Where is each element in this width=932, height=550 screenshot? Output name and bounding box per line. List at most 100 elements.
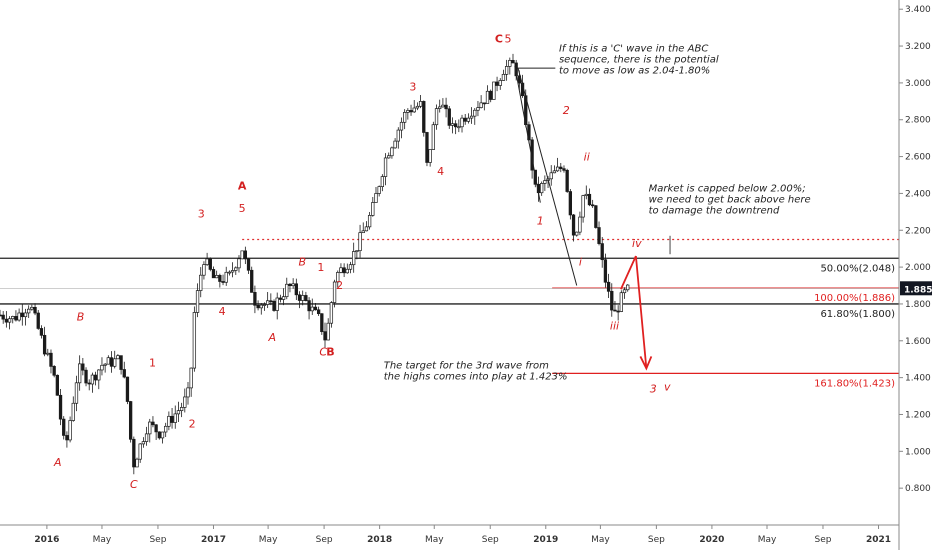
candle-body — [58, 394, 63, 420]
candle-body — [453, 123, 458, 128]
candle-body — [476, 107, 480, 111]
x-tick-label: May — [259, 535, 278, 545]
candle-body — [218, 275, 222, 282]
y-tick-label: 0.800 — [905, 484, 931, 494]
candle-body — [30, 306, 34, 310]
candle-body — [565, 169, 569, 192]
candle-body — [224, 271, 228, 283]
candle-body — [543, 180, 547, 184]
candle-body — [352, 251, 356, 266]
y-tick-label: 1.800 — [905, 300, 931, 310]
candle-body — [492, 81, 496, 100]
candle-body — [409, 110, 413, 113]
candle-body — [304, 295, 308, 301]
candle-body — [428, 149, 432, 163]
candle-body — [345, 268, 349, 274]
wave-label: 4 — [219, 305, 226, 318]
candle-body — [438, 106, 442, 109]
candle-body — [20, 312, 24, 318]
candle-body — [587, 193, 592, 206]
candle-body — [7, 318, 12, 323]
annotation-line: we need to get back above here — [649, 195, 811, 206]
y-tick-label: 3.400 — [905, 5, 931, 15]
candle-body — [65, 435, 69, 441]
candle-body — [584, 193, 588, 196]
candle-body — [294, 283, 298, 296]
candle-body — [237, 258, 241, 269]
candle-body — [393, 140, 397, 149]
candle-body — [511, 60, 515, 64]
wave-label: 2 — [563, 104, 570, 117]
candle-body — [377, 186, 381, 194]
candle-body — [81, 363, 85, 371]
candle-body — [473, 109, 477, 117]
annotation-line: the highs comes into play at 1.423% — [384, 371, 568, 382]
candle-body — [501, 73, 506, 81]
candle-body — [36, 312, 40, 329]
x-tick-label: 2017 — [201, 535, 226, 545]
wave-label: ii — [584, 150, 590, 163]
x-tick-label: 2019 — [533, 535, 558, 545]
candle-body — [0, 314, 2, 317]
wave-label: C — [130, 478, 138, 491]
candle-body — [275, 297, 279, 311]
candle-body — [600, 243, 604, 261]
candle-body — [113, 358, 117, 367]
drawn-line — [620, 255, 637, 290]
candle-body — [272, 300, 276, 311]
level-label: 161.80%(1.423) — [814, 378, 895, 389]
y-tick-label: 3.000 — [905, 79, 931, 89]
x-tick-label: May — [425, 535, 444, 545]
y-tick-label: 1.200 — [905, 410, 931, 420]
candle-body — [342, 267, 346, 274]
candle-body — [479, 102, 483, 108]
candle-body — [52, 366, 56, 376]
candle-body — [562, 168, 566, 171]
y-tick-label: 2.600 — [905, 153, 931, 163]
drawn-lines — [514, 66, 671, 371]
candle-body — [594, 205, 598, 228]
candle-body — [371, 202, 375, 216]
last-price-tag — [900, 281, 932, 296]
candle-body — [358, 232, 362, 252]
candle-body — [125, 376, 130, 402]
y-axis[interactable]: 0.800 1.000 1.200 1.400 1.600 1.800 2.000 2.200… — [898, 0, 932, 550]
wave-label: A — [267, 331, 276, 344]
candle-body — [603, 259, 608, 283]
x-tick-label: Sep — [482, 535, 499, 545]
candle-body — [90, 374, 95, 385]
annotation-line: Market is capped below 2.00%; — [649, 184, 806, 195]
wave-label: B — [77, 311, 85, 324]
candle-body — [374, 193, 378, 203]
candle-body — [498, 80, 502, 86]
candle-body — [616, 310, 620, 313]
candle-body — [285, 283, 289, 298]
candle-body — [135, 458, 139, 468]
candle-body — [326, 322, 330, 341]
candle-body — [403, 112, 407, 123]
candle-body — [291, 283, 295, 287]
candle-body — [412, 107, 416, 113]
candle-body — [109, 357, 114, 367]
candle-body — [447, 108, 451, 126]
candle-body — [128, 401, 133, 440]
candle-body — [482, 102, 486, 105]
candle-body — [119, 355, 123, 370]
candle-body — [626, 284, 630, 291]
x-tick-label: May — [93, 535, 112, 545]
wave-label: 3 — [650, 382, 657, 395]
candle-body — [160, 431, 165, 439]
x-axis[interactable]: 2016 May Sep 2017 May Sep 2018 May Sep 2019 May Sep… — [0, 524, 899, 545]
candle-body — [164, 425, 168, 433]
candle-body — [281, 296, 286, 300]
annotations: If this is a 'C' wave in the ABCsequence… — [384, 44, 811, 383]
candle-body — [568, 191, 573, 216]
y-tick-label: 2.000 — [905, 263, 931, 273]
candle-body — [390, 147, 394, 157]
candle-body — [151, 421, 155, 426]
candle-body — [489, 90, 493, 100]
y-tick-label: 3.200 — [905, 42, 931, 52]
candle-body — [195, 290, 200, 313]
candle-body — [323, 331, 327, 341]
